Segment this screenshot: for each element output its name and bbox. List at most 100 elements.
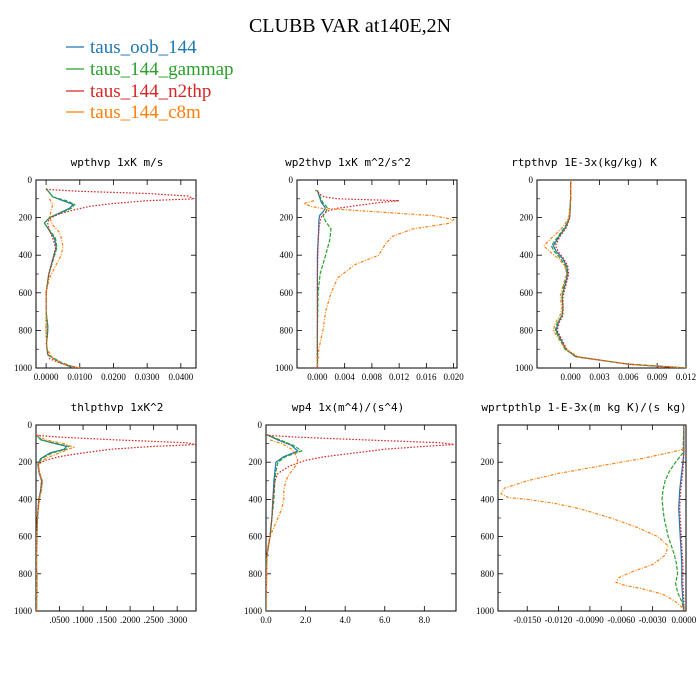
panel-3-series	[542, 180, 686, 368]
panel-4: thlpthvp 1xK^2 0 200 400 600 800 1000 .0500.100…	[14, 401, 197, 625]
panel-1-ytick-label: 800	[19, 325, 33, 335]
panel-5-xtick-label: 8.0	[419, 615, 431, 625]
panel-5-xtick-label: 2.0	[300, 615, 312, 625]
panel-6-xtick-label: 0.0000	[672, 615, 697, 625]
panel-4-xtick-label: .1500	[96, 615, 117, 625]
panel-6-ytick-label: 600	[481, 532, 495, 542]
panel-3-ytick-label: 800	[520, 325, 534, 335]
panel-2-ytick-label: 200	[280, 213, 294, 223]
panel-3-ytick-label: 0	[529, 175, 534, 185]
series-line-taus_144_gammap	[661, 425, 685, 611]
panel-2-title: wp2thvp 1xK m^2/s^2	[285, 156, 411, 169]
legend-label-2: taus_144_n2thp	[90, 81, 211, 102]
panel-4-xtick-label: .0500	[49, 615, 70, 625]
series-line-taus_144_gammap	[266, 433, 303, 611]
panel-4-xtick-label: .2500	[144, 615, 165, 625]
panel-6-title: wprtpthlp 1-E-3x(m kg K)/(s kg)	[481, 401, 686, 414]
panel-4-ytick-label: 800	[19, 569, 33, 579]
panel-3-xtick-label: 0.003	[589, 372, 610, 382]
panel-2-xtick-label: 0.016	[416, 372, 437, 382]
panel-3-xtick-label: 0.006	[618, 372, 639, 382]
panel-6-ytick-label: 1000	[476, 606, 495, 616]
series-line-taus_144_gammap	[36, 433, 70, 611]
panel-4-xtick-label: .2000	[120, 615, 141, 625]
series-line-taus_144_n2thp	[315, 189, 400, 368]
panel-5-ytick-label: 0	[258, 420, 263, 430]
panel-2: wp2thvp 1xK m^2/s^2 0 200 400 600 800 1000 0.00…	[275, 156, 464, 382]
panel-5-series	[266, 433, 455, 611]
panel-4-ytick-label: 400	[19, 494, 33, 504]
panel-1-xtick-label: 0.0300	[135, 372, 160, 382]
panel-5-xtick-label: 4.0	[340, 615, 352, 625]
series-line-taus_144_n2thp	[36, 434, 196, 611]
panel-1-title: wpthvp 1xK m/s	[71, 156, 164, 169]
panel-1-xtick-label: 0.0000	[34, 372, 59, 382]
panel-2-xtick-label: 0.008	[362, 372, 383, 382]
panel-5-ytick-label: 200	[249, 457, 263, 467]
panel-4-ytick-label: 600	[19, 532, 33, 542]
panel-4-title: thlpthvp 1xK^2	[71, 401, 164, 414]
panel-2-ytick-label: 400	[280, 250, 294, 260]
panel-2-xtick-label: 0.012	[389, 372, 409, 382]
panel-5-ytick-label: 400	[249, 494, 263, 504]
panel-3-ytick-label: 1000	[515, 363, 534, 373]
panel-5-ytick-label: 600	[249, 532, 263, 542]
panel-6-xtick-label: -0.0120	[545, 615, 573, 625]
panel-1-xtick-label: 0.0100	[67, 372, 92, 382]
panel-6-series	[500, 425, 685, 611]
panel-5-ytick-label: 1000	[244, 606, 263, 616]
panel-2-series	[301, 189, 455, 368]
series-line-taus_144_c8m	[36, 433, 76, 611]
panel-1-ytick-label: 0	[28, 175, 33, 185]
panel-3-ytick-label: 400	[520, 250, 534, 260]
series-line-taus_oob_144	[266, 433, 299, 611]
panel-6-ytick-label: 800	[481, 569, 495, 579]
series-line-taus_144_gammap	[550, 180, 686, 368]
figure-title: CLUBB VAR at140E,2N	[249, 15, 451, 37]
legend-label-1: taus_144_gammap	[90, 59, 234, 80]
series-line-taus_oob_144	[678, 425, 685, 611]
panel-3-xtick-label: 0.009	[647, 372, 668, 382]
panel-4-ytick-label: 200	[19, 457, 33, 467]
panel-5-title: wp4 1x(m^4)/(s^4)	[292, 401, 405, 414]
panel-6: wprtpthlp 1-E-3x(m kg K)/(s kg) 200 400 600…	[476, 401, 697, 625]
legend-label-0: taus_oob_144	[90, 37, 197, 58]
series-line-taus_144_c8m	[45, 198, 80, 368]
panel-3-ytick-label: 600	[520, 288, 534, 298]
panel-4-series	[36, 433, 196, 611]
panel-1-xtick-label: 0.0200	[101, 372, 126, 382]
panel-1-frame	[35, 179, 197, 369]
panel-6-ytick-label: 400	[481, 494, 495, 504]
panel-1-ytick-label: 400	[19, 250, 33, 260]
panel-1-series	[43, 188, 195, 368]
panel-3-xtick-label: 0.000	[561, 372, 582, 382]
series-line-taus_144_gammap	[316, 190, 332, 368]
panel-6-xtick-label: -0.0030	[639, 615, 667, 625]
legend: taus_oob_144 taus_144_gammap taus_144_n2…	[66, 37, 234, 123]
panel-2-ytick-label: 0	[289, 175, 294, 185]
series-line-taus_144_n2thp	[45, 188, 195, 368]
panel-3-ytick-label: 200	[520, 213, 534, 223]
panel-4-xtick-label: .3000	[167, 615, 188, 625]
series-line-taus_144_c8m	[500, 448, 685, 611]
panel-5-ytick-label: 800	[249, 569, 263, 579]
panel-6-xtick-label: -0.0060	[607, 615, 635, 625]
panel-2-xtick-label: 0.020	[443, 372, 464, 382]
series-line-taus_144_c8m	[301, 200, 455, 368]
panel-1-xtick-label: 0.0400	[168, 372, 193, 382]
panel-3-title: rtpthvp 1E-3x(kg/kg) K	[511, 156, 657, 169]
series-line-taus_144_n2thp	[554, 180, 686, 368]
series-line-taus_144_c8m	[542, 180, 686, 368]
series-line-taus_144_c8m	[266, 439, 299, 611]
panel-4-ytick-label: 0	[28, 420, 33, 430]
panel-1-ytick-label: 600	[19, 288, 33, 298]
panel-4-ytick-label: 1000	[14, 606, 33, 616]
panel-4-xtick-label: .1000	[73, 615, 94, 625]
panel-3: rtpthvp 1E-3x(kg/kg) K 0 200 400 600 800 1000 0…	[511, 156, 696, 382]
panel-2-ytick-label: 800	[280, 325, 294, 335]
panel-6-xtick-label: -0.0150	[513, 615, 541, 625]
series-line-taus_oob_144	[552, 180, 686, 368]
